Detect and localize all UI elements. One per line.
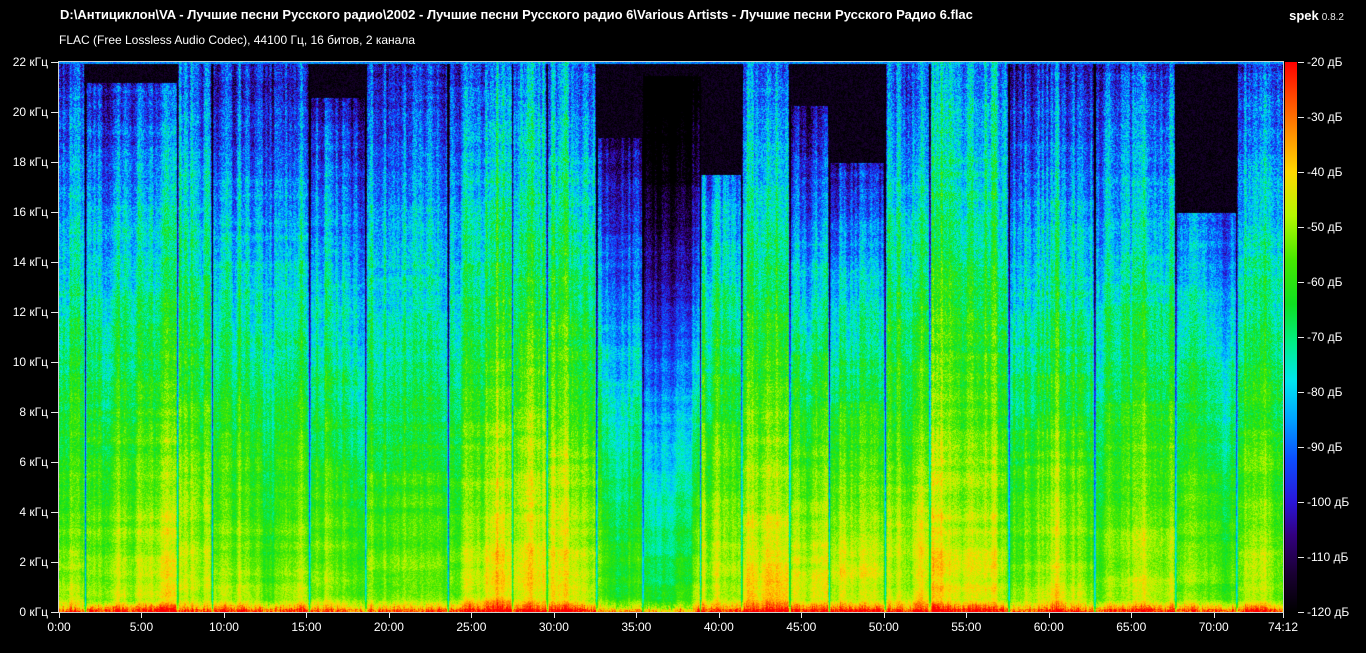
time-label: 10:00 (208, 620, 239, 634)
time-label: 30:00 (538, 620, 569, 634)
title-file-path: D:\Антициклон\VA - Лучшие песни Русского… (60, 7, 973, 22)
time-tick (801, 613, 803, 618)
level-label: -60 дБ (1307, 275, 1343, 289)
file-info-line: FLAC (Free Lossless Audio Codec), 44100 … (59, 33, 415, 47)
time-tick (388, 613, 390, 618)
freq-label: 8 кГц (19, 405, 48, 419)
level-tick (1298, 337, 1304, 338)
time-label: 70:00 (1198, 620, 1229, 634)
time-label: 60:00 (1033, 620, 1064, 634)
level-label: -40 дБ (1307, 165, 1343, 179)
freq-tick (51, 462, 59, 463)
level-tick (1298, 172, 1304, 173)
freq-tick (51, 162, 59, 163)
time-tick (718, 613, 720, 618)
time-tick (636, 613, 638, 618)
freq-label: 6 кГц (19, 455, 48, 469)
level-colorbar (1285, 62, 1297, 612)
freq-tick (51, 612, 59, 613)
level-label: -20 дБ (1307, 55, 1343, 69)
time-tick (59, 613, 60, 618)
level-label: -110 дБ (1307, 550, 1349, 564)
level-tick (1298, 392, 1304, 393)
level-tick (1298, 447, 1304, 448)
freq-tick (51, 512, 59, 513)
app-brand: spek 0.8.2 (1289, 7, 1344, 25)
time-label: 20:00 (373, 620, 404, 634)
time-label: 74:12 (1267, 620, 1299, 634)
time-tick (553, 613, 555, 618)
time-tick (1131, 613, 1133, 618)
level-label: -50 дБ (1307, 220, 1343, 234)
freq-tick (51, 212, 59, 213)
freq-tick (51, 312, 59, 313)
level-tick (1298, 62, 1304, 63)
app-name: spek (1289, 8, 1319, 23)
level-label: -120 дБ (1307, 605, 1350, 619)
time-label: 35:00 (621, 620, 652, 634)
time-label: 40:00 (703, 620, 734, 634)
level-tick (1298, 227, 1304, 228)
freq-label: 0 кГц (19, 605, 48, 619)
time-tick (471, 613, 473, 618)
time-label: 5:00 (129, 620, 154, 634)
level-tick (1298, 282, 1304, 283)
freq-tick (51, 562, 59, 563)
freq-label: 10 кГц (12, 355, 48, 369)
spectrogram-canvas (59, 62, 1283, 612)
freq-label: 12 кГц (12, 305, 48, 319)
time-tick (306, 613, 308, 618)
level-tick (1298, 117, 1304, 118)
time-tick (966, 613, 968, 618)
freq-label: 4 кГц (19, 505, 48, 519)
level-label: -80 дБ (1307, 385, 1343, 399)
spectrogram-plot (58, 61, 1284, 613)
freq-label: 2 кГц (19, 555, 48, 569)
time-label: 55:00 (951, 620, 982, 634)
time-tick (223, 613, 225, 618)
time-tick (1213, 613, 1215, 618)
time-tick (141, 613, 143, 618)
freq-tick (51, 262, 59, 263)
time-label: 50:00 (868, 620, 899, 634)
time-label: 65:00 (1116, 620, 1147, 634)
freq-tick (51, 412, 59, 413)
time-label: 15:00 (291, 620, 322, 634)
time-label: 45:00 (786, 620, 817, 634)
time-tick (1283, 613, 1284, 618)
freq-tick (51, 362, 59, 363)
freq-label: 22 кГц (12, 55, 48, 69)
freq-label: 14 кГц (12, 255, 48, 269)
time-tick (1048, 613, 1050, 618)
level-tick (1298, 612, 1304, 613)
level-tick (1298, 502, 1304, 503)
level-label: -90 дБ (1307, 440, 1343, 454)
freq-tick (51, 62, 59, 63)
time-label: 0:00 (47, 620, 71, 634)
level-label: -100 дБ (1307, 495, 1350, 509)
freq-label: 16 кГц (12, 205, 48, 219)
time-label: 25:00 (456, 620, 487, 634)
level-label: -30 дБ (1307, 110, 1343, 124)
time-tick (883, 613, 885, 618)
freq-tick (51, 112, 59, 113)
level-label: -70 дБ (1307, 330, 1343, 344)
app-version: 0.8.2 (1321, 12, 1344, 23)
freq-label: 20 кГц (12, 105, 48, 119)
level-tick (1298, 557, 1304, 558)
freq-label: 18 кГц (12, 155, 48, 169)
